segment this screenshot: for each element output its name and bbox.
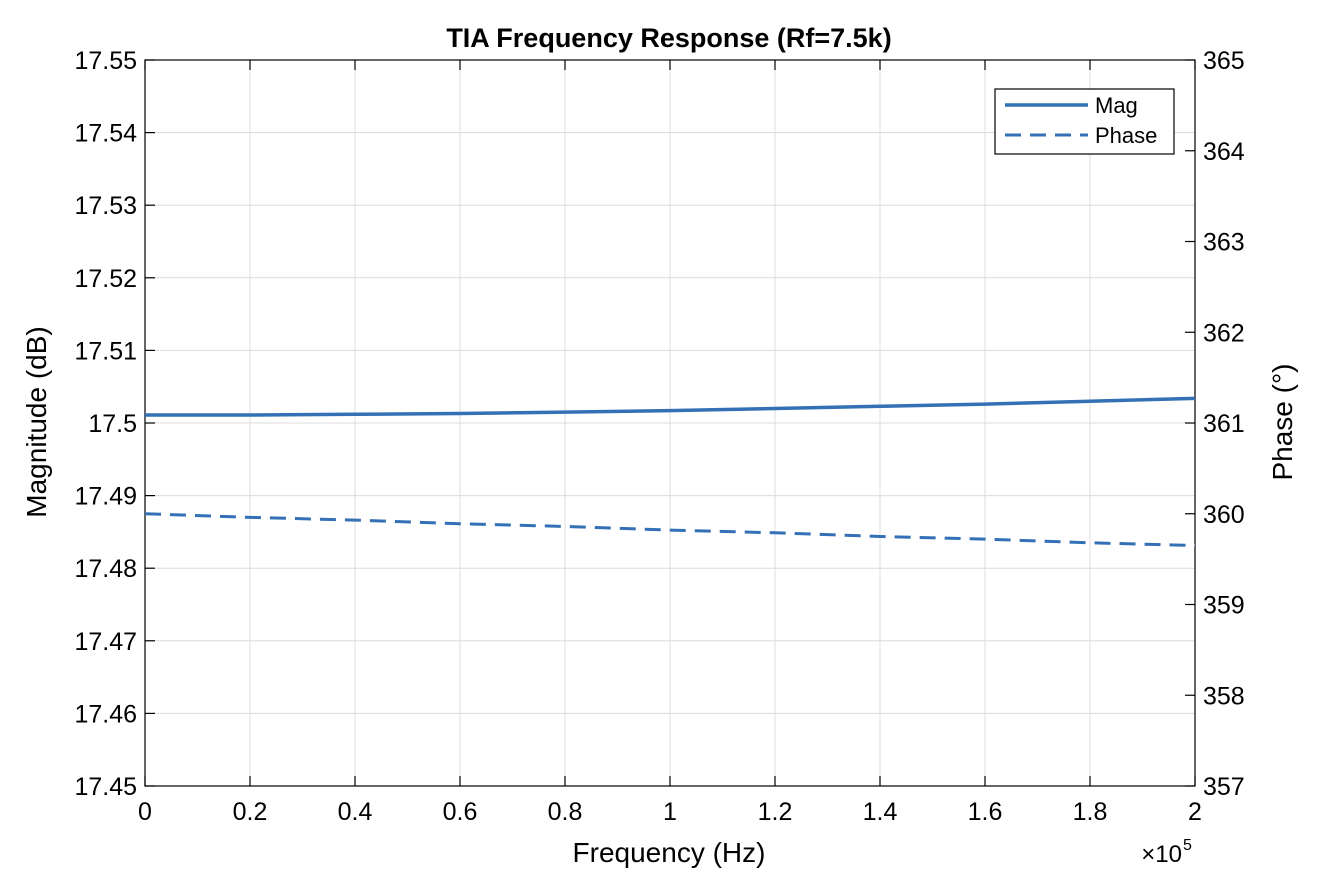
y-axis-label-left: Magnitude (dB) — [21, 326, 52, 517]
x-tick-label: 1.6 — [968, 798, 1003, 826]
x-axis-exponent: ×10 5 — [1141, 837, 1192, 868]
y-right-tick-label: 362 — [1203, 319, 1245, 347]
x-tick-label: 0.4 — [338, 798, 373, 826]
chart-title: TIA Frequency Response (Rf=7.5k) — [446, 23, 891, 53]
legend: Mag Phase — [994, 88, 1175, 155]
y-left-tick-label: 17.54 — [74, 120, 137, 148]
legend-label-phase: Phase — [1095, 123, 1157, 148]
legend-label-mag: Mag — [1095, 93, 1138, 118]
y-left-tick-label: 17.46 — [74, 700, 137, 728]
x-tick-label: 1.4 — [863, 798, 898, 826]
series-line-phase — [144, 512, 1196, 548]
y-left-tick-label: 17.45 — [74, 773, 137, 801]
y-left-tick-label: 17.47 — [74, 628, 137, 656]
y-left-tick-label: 17.5 — [88, 410, 137, 438]
series-line-mag — [145, 396, 1196, 417]
x-tick-label: 1.2 — [758, 798, 793, 826]
x-axis-exponent-power: 5 — [1183, 837, 1192, 854]
y-left-tick-label: 17.48 — [74, 555, 137, 583]
ticks: 0 0.2 0.4 0.6 0.8 1 1.2 1.4 1.6 1.8 2 17.45 17.46 17.… — [74, 47, 1244, 826]
y-right-tick-label: 357 — [1203, 773, 1245, 801]
x-tick-label: 0.8 — [548, 798, 583, 826]
y-right-tick-label: 359 — [1203, 592, 1245, 620]
x-tick-label: 1.8 — [1073, 798, 1108, 826]
y-left-tick-label: 17.49 — [74, 483, 137, 511]
x-tick-label: 0.6 — [443, 798, 478, 826]
x-axis-exponent-base: ×10 — [1141, 841, 1182, 868]
y-left-tick-label: 17.51 — [74, 337, 137, 365]
grid — [144, 59, 1196, 787]
legend-box — [994, 88, 1175, 155]
x-tick-label: 0.2 — [233, 798, 268, 826]
y-right-tick-label: 365 — [1203, 47, 1245, 75]
y-right-tick-label: 360 — [1203, 501, 1245, 529]
x-axis-label: Frequency (Hz) — [573, 837, 766, 868]
x-tick-label: 1 — [663, 798, 677, 826]
series — [144, 396, 1196, 548]
y-right-tick-label: 364 — [1203, 138, 1245, 166]
y-left-tick-label: 17.52 — [74, 265, 137, 293]
y-left-tick-label: 17.53 — [74, 192, 137, 220]
x-tick-label: 2 — [1188, 798, 1202, 826]
x-tick-label: 0 — [138, 798, 152, 826]
y-right-tick-label: 363 — [1203, 229, 1245, 257]
y-axis-label-right: Phase (°) — [1267, 363, 1298, 480]
y-left-tick-label: 17.55 — [74, 47, 137, 75]
y-right-tick-label: 358 — [1203, 682, 1245, 710]
y-right-tick-label: 361 — [1203, 410, 1245, 438]
